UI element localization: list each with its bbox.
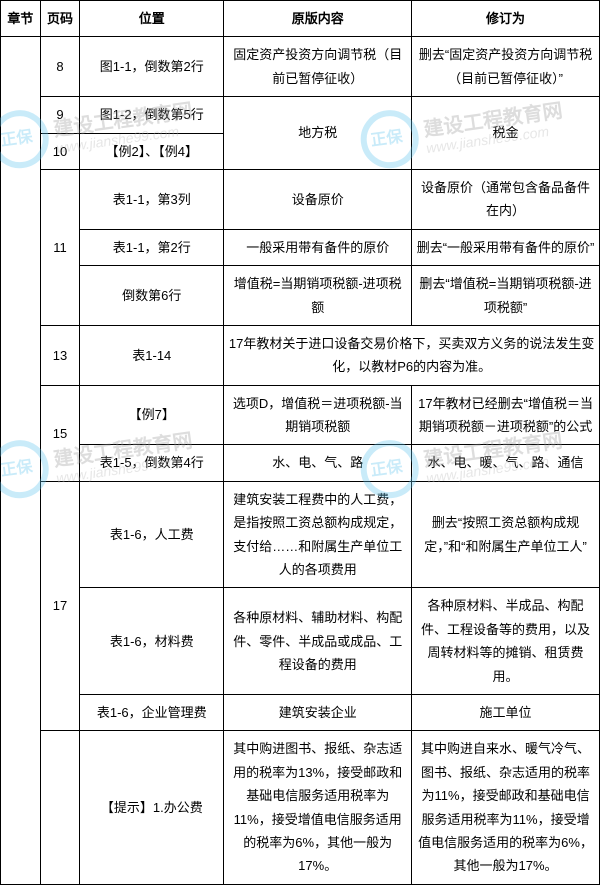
table-row: 表1-1，第2行 一般采用带有备件的原价 删去“一般采用带有备件的原价” bbox=[1, 229, 600, 265]
cell-position: 表1-5，倒数第4行 bbox=[80, 445, 224, 481]
table-header-row: 章节 页码 位置 原版内容 修订为 bbox=[1, 1, 600, 37]
cell-revised: 其中购进自来水、暖气冷气、图书、报纸、杂志适用的税率为11%，接受邮政和基础电信… bbox=[412, 731, 600, 884]
cell-revised: 施工单位 bbox=[412, 694, 600, 730]
revision-table: 章节 页码 位置 原版内容 修订为 8 图1-1，倒数第2行 固定资产投资方向调… bbox=[0, 0, 600, 885]
table-row: 17 表1-6，人工费 建筑安装工程费中的人工费，是指按照工资总额构成规定，支付… bbox=[1, 481, 600, 588]
cell-original: 水、电、气、路 bbox=[224, 445, 412, 481]
table-row: 表1-6，企业管理费 建筑安装企业 施工单位 bbox=[1, 694, 600, 730]
cell-position: 表1-14 bbox=[80, 325, 224, 385]
cell-page: 8 bbox=[40, 37, 80, 97]
table-row: 9 图1-2，倒数第5行 地方税 税金 bbox=[1, 97, 600, 133]
col-chapter: 章节 bbox=[1, 1, 41, 37]
cell-original: 选项D，增值税＝进项税额-当期销项税额 bbox=[224, 385, 412, 445]
cell-position: 【例7】 bbox=[80, 385, 224, 445]
cell-page: 15 bbox=[40, 385, 80, 481]
table-row: 15 【例7】 选项D，增值税＝进项税额-当期销项税额 17年教材已经删去“增值… bbox=[1, 385, 600, 445]
cell-position: 【例2】、【例4】 bbox=[80, 133, 224, 169]
cell-position: 表1-6，人工费 bbox=[80, 481, 224, 588]
cell-chapter bbox=[1, 37, 41, 884]
col-page: 页码 bbox=[40, 1, 80, 37]
cell-original: 各种原材料、辅助材料、构配件、零件、半成品或成品、工程设备的费用 bbox=[224, 588, 412, 695]
cell-original: 增值税=当期销项税额-进项税额 bbox=[224, 266, 412, 326]
col-revised: 修订为 bbox=[412, 1, 600, 37]
document-page: 建设工程教育网www.jianshe99.com 建设工程教育网www.jian… bbox=[0, 0, 600, 885]
cell-original: 其中购进图书、报纸、杂志适用的税率为13%，接受邮政和基础电信服务适用税率为11… bbox=[224, 731, 412, 884]
cell-page bbox=[40, 731, 80, 884]
cell-revised: 17年教材已经删去“增值税＝当期销项税额－进项税额”的公式 bbox=[412, 385, 600, 445]
cell-page: 17 bbox=[40, 481, 80, 731]
table-row: 11 表1-1，第3列 设备原价 设备原价（通常包含备品备件在内） bbox=[1, 169, 600, 229]
table-row: 【提示】1.办公费 其中购进图书、报纸、杂志适用的税率为13%，接受邮政和基础电… bbox=[1, 731, 600, 884]
table-row: 倒数第6行 增值税=当期销项税额-进项税额 删去“增值税=当期销项税额-进项税额… bbox=[1, 266, 600, 326]
cell-original: 设备原价 bbox=[224, 169, 412, 229]
cell-page: 13 bbox=[40, 325, 80, 385]
cell-page: 9 bbox=[40, 97, 80, 133]
cell-original: 17年教材关于进口设备交易价格下，买卖双方义务的说法发生变化，以教材P6的内容为… bbox=[224, 325, 600, 385]
table-row: 8 图1-1，倒数第2行 固定资产投资方向调节税（目前已暂停征收） 删去“固定资… bbox=[1, 37, 600, 97]
cell-revised: 税金 bbox=[412, 97, 600, 170]
table-row: 表1-6，材料费 各种原材料、辅助材料、构配件、零件、半成品或成品、工程设备的费… bbox=[1, 588, 600, 695]
cell-position: 倒数第6行 bbox=[80, 266, 224, 326]
cell-revised: 设备原价（通常包含备品备件在内） bbox=[412, 169, 600, 229]
table-row: 13 表1-14 17年教材关于进口设备交易价格下，买卖双方义务的说法发生变化，… bbox=[1, 325, 600, 385]
cell-position: 表1-1，第2行 bbox=[80, 229, 224, 265]
cell-revised: 删去“按照工资总额构成规定，”和“和附属生产单位工人” bbox=[412, 481, 600, 588]
cell-position: 表1-1，第3列 bbox=[80, 169, 224, 229]
col-position: 位置 bbox=[80, 1, 224, 37]
cell-position: 图1-2，倒数第5行 bbox=[80, 97, 224, 133]
cell-original: 地方税 bbox=[224, 97, 412, 170]
cell-position: 图1-1，倒数第2行 bbox=[80, 37, 224, 97]
cell-page: 11 bbox=[40, 169, 80, 325]
cell-original: 建筑安装工程费中的人工费，是指按照工资总额构成规定，支付给……和附属生产单位工人… bbox=[224, 481, 412, 588]
cell-original: 固定资产投资方向调节税（目前已暂停征收） bbox=[224, 37, 412, 97]
cell-revised: 各种原材料、半成品、构配件、工程设备等的费用，以及周转材料等的摊销、租赁费用。 bbox=[412, 588, 600, 695]
cell-original: 一般采用带有备件的原价 bbox=[224, 229, 412, 265]
cell-position: 表1-6，企业管理费 bbox=[80, 694, 224, 730]
cell-position: 【提示】1.办公费 bbox=[80, 731, 224, 884]
cell-position: 表1-6，材料费 bbox=[80, 588, 224, 695]
cell-revised: 删去“增值税=当期销项税额-进项税额” bbox=[412, 266, 600, 326]
cell-revised: 删去“固定资产投资方向调节税（目前已暂停征收）” bbox=[412, 37, 600, 97]
cell-page: 10 bbox=[40, 133, 80, 169]
cell-revised: 水、电、暖、气、路、通信 bbox=[412, 445, 600, 481]
col-original: 原版内容 bbox=[224, 1, 412, 37]
cell-original: 建筑安装企业 bbox=[224, 694, 412, 730]
table-row: 表1-5，倒数第4行 水、电、气、路 水、电、暖、气、路、通信 bbox=[1, 445, 600, 481]
cell-revised: 删去“一般采用带有备件的原价” bbox=[412, 229, 600, 265]
